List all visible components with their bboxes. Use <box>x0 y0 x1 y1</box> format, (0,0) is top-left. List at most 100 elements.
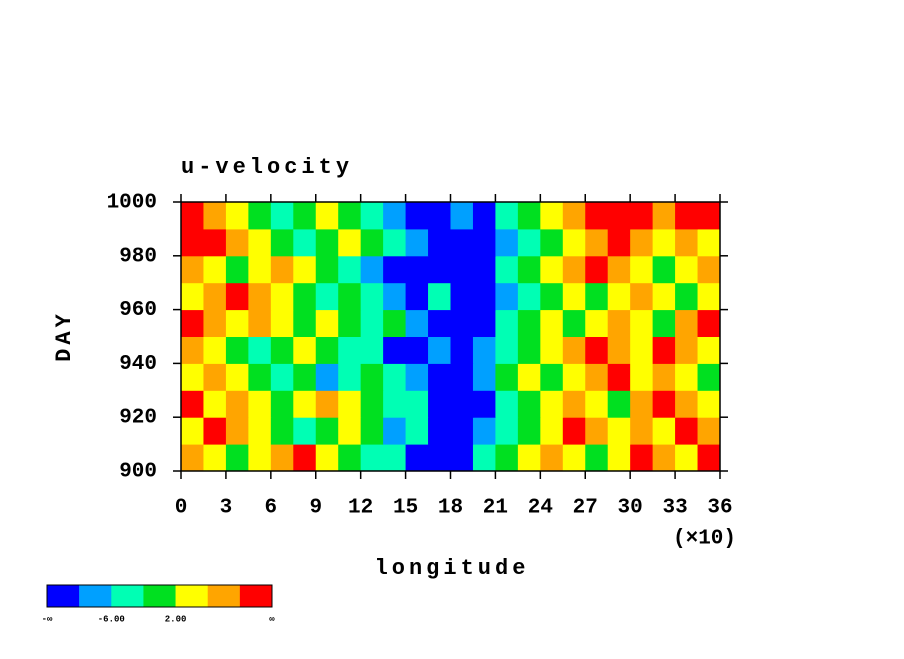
cell <box>315 309 339 337</box>
cell <box>540 228 564 257</box>
cell <box>383 390 407 418</box>
cell <box>517 336 541 364</box>
cell <box>203 336 227 364</box>
cell <box>630 309 654 337</box>
y-tick-label: 1000 <box>107 192 157 215</box>
cell <box>270 336 294 364</box>
cell <box>360 390 384 418</box>
cell <box>203 309 227 337</box>
cell <box>225 309 249 337</box>
cell <box>540 363 564 391</box>
cell <box>181 255 204 284</box>
cell <box>495 390 519 418</box>
cell <box>472 255 496 284</box>
cell <box>293 309 317 337</box>
x-tick-label: 33 <box>662 497 687 520</box>
cell <box>540 202 564 230</box>
cell <box>383 336 407 364</box>
colorbar-label: -∞ <box>42 614 53 624</box>
cell <box>450 202 474 230</box>
cell <box>562 444 586 472</box>
cell <box>540 417 564 445</box>
x-tick-label: 9 <box>309 497 322 520</box>
cell <box>248 417 272 445</box>
cell <box>450 336 474 364</box>
cell <box>248 309 272 337</box>
cell <box>585 202 609 230</box>
x-tick-label: 0 <box>175 497 188 520</box>
cell <box>338 202 362 230</box>
cell <box>540 309 564 337</box>
x-tick-label: 12 <box>348 497 373 520</box>
cell <box>630 390 654 418</box>
cell <box>293 417 317 445</box>
cell <box>607 202 631 230</box>
cell <box>472 228 496 257</box>
cell <box>428 282 451 311</box>
cell <box>248 228 272 257</box>
cell <box>338 336 362 364</box>
colorbar-swatch <box>143 585 176 607</box>
cell <box>607 336 631 364</box>
cell <box>225 363 249 391</box>
cell <box>517 282 541 311</box>
cell <box>675 363 699 391</box>
cell <box>540 390 564 418</box>
cell <box>203 255 227 284</box>
cell <box>383 202 407 230</box>
cell <box>607 390 631 418</box>
cell <box>181 282 204 311</box>
cell <box>181 390 204 418</box>
cell <box>495 309 519 337</box>
x-tick-label: 6 <box>265 497 278 520</box>
cell <box>248 444 272 472</box>
cell <box>585 309 609 337</box>
cell <box>360 255 384 284</box>
cell <box>562 309 586 337</box>
cell <box>652 228 676 257</box>
cell <box>293 363 317 391</box>
y-tick-label: 940 <box>119 353 157 376</box>
cell <box>360 309 384 337</box>
cell <box>697 282 721 311</box>
cell <box>428 255 451 284</box>
cell <box>338 282 362 311</box>
cell <box>203 282 227 311</box>
cell <box>472 363 496 391</box>
cell <box>293 255 317 284</box>
cell <box>203 417 227 445</box>
x-axis-label: longitude <box>375 556 530 581</box>
cell <box>495 228 519 257</box>
cell <box>630 336 654 364</box>
cell <box>225 417 249 445</box>
cell <box>652 336 676 364</box>
cell <box>248 282 272 311</box>
cell <box>293 202 317 230</box>
cell <box>630 282 654 311</box>
cell <box>585 390 609 418</box>
cell <box>540 282 564 311</box>
cell <box>472 444 496 472</box>
cell <box>315 444 339 472</box>
cell <box>248 202 272 230</box>
cell <box>270 228 294 257</box>
cell <box>495 336 519 364</box>
cell <box>517 363 541 391</box>
x-tick-label: 24 <box>528 497 553 520</box>
cell <box>450 444 474 472</box>
cell <box>652 390 676 418</box>
cell <box>517 255 541 284</box>
cell <box>225 202 249 230</box>
cell <box>450 390 474 418</box>
cell <box>338 417 362 445</box>
cell <box>270 390 294 418</box>
cell <box>607 363 631 391</box>
cell <box>562 228 586 257</box>
cell <box>652 202 676 230</box>
cell <box>472 282 496 311</box>
cell <box>450 228 474 257</box>
cell <box>383 228 407 257</box>
cell <box>270 417 294 445</box>
cell <box>293 336 317 364</box>
cell <box>585 282 609 311</box>
